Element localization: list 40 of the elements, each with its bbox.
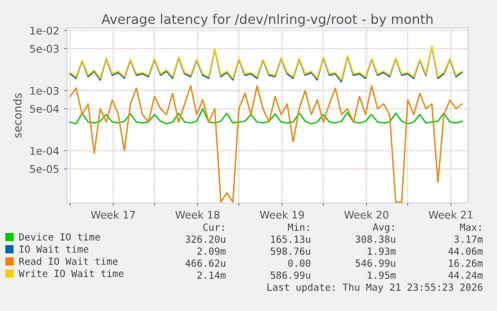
y-tick-label: 5e-04 <box>30 104 59 113</box>
text: 165.13u <box>271 235 310 243</box>
text: 546.99u <box>356 259 396 267</box>
line-series <box>69 85 463 203</box>
text: 2.09m <box>197 247 226 255</box>
text: 1.95m <box>368 271 396 279</box>
text: 308.38u <box>356 235 396 243</box>
x-tick-label: Week 21 <box>428 210 473 219</box>
text: 3.17m <box>454 235 483 243</box>
y-tick-label: 1e-04 <box>30 146 59 155</box>
legend-label: Write IO Wait time <box>18 270 124 278</box>
x-tick-label: Week 17 <box>91 210 135 219</box>
text: 326.20u <box>186 235 226 243</box>
x-tick-label: Week 18 <box>175 210 220 219</box>
text: 16.26m <box>449 259 483 267</box>
text: 466.62u <box>186 259 226 267</box>
text: Cur: <box>203 223 224 231</box>
y-tick-label: 5e-05 <box>30 165 58 173</box>
text: Min: <box>288 223 309 231</box>
line-series <box>69 108 463 124</box>
legend-label: Device IO time <box>19 233 100 241</box>
text: 44.06m <box>448 247 483 255</box>
x-tick-label: Week 19 <box>260 210 304 219</box>
text: 0.00 <box>288 259 310 267</box>
chart-title: Average latency for /dev/nlring-vg/root - by month <box>101 14 433 27</box>
text: 44.24m <box>448 271 483 279</box>
text: 2.14m <box>197 271 226 279</box>
text: Avg: <box>372 224 394 233</box>
y-tick-label: 1e-03 <box>30 86 59 95</box>
legend-label: IO Wait time <box>20 245 88 253</box>
text: 586.99u <box>270 271 310 279</box>
text: Last update: Thu May 21 23:55:23 2026 <box>267 283 482 293</box>
y-tick-label: 1e-02 <box>30 26 58 35</box>
text: Max: <box>460 224 481 231</box>
text: 1.93m <box>368 247 396 255</box>
legend-label: Read IO Wait time <box>19 257 118 265</box>
x-tick-label: Week 20 <box>344 210 388 219</box>
y-tick-label: 5e-03 <box>30 44 59 53</box>
text: 598.76u <box>270 247 310 255</box>
y-axis-title: seconds <box>13 93 22 138</box>
